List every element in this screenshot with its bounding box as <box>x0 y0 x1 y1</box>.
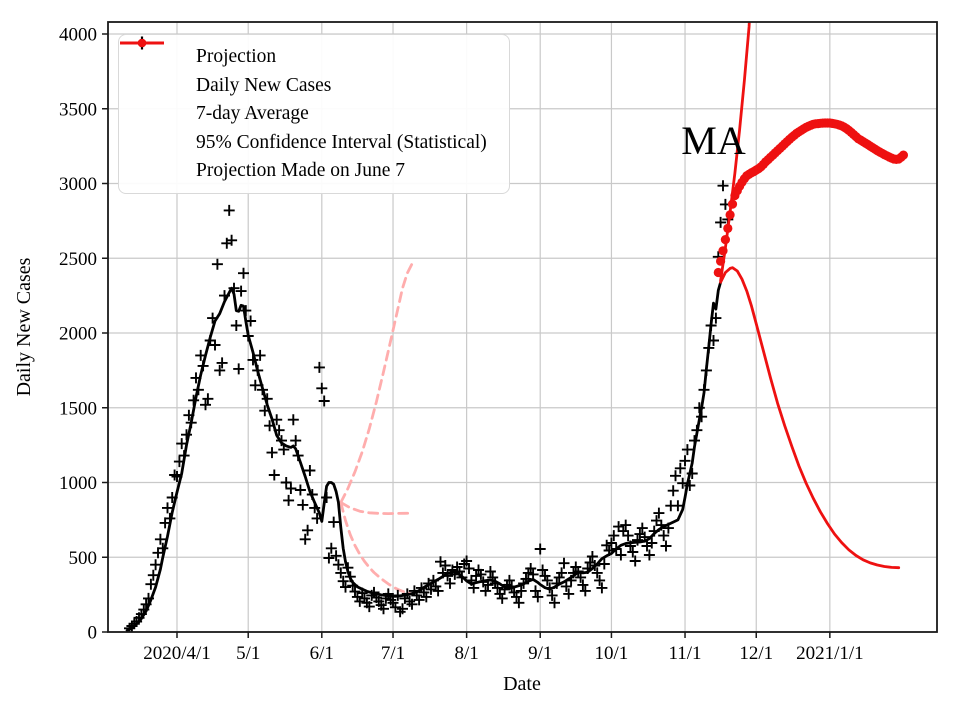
x-tick-label: 5/1 <box>236 643 260 664</box>
annotation-ma: MA <box>681 118 746 163</box>
series-daily_new_cases <box>124 180 734 632</box>
x-tick-label: 12/1 <box>739 643 773 664</box>
legend-label: Projection <box>196 46 277 68</box>
legend-label: 95% Confidence Interval (Statistical) <box>196 131 487 153</box>
series-7_day_average <box>125 280 722 632</box>
legend-item-projection: Projection <box>125 38 499 71</box>
x-tick-label: 7/1 <box>381 643 405 664</box>
y-axis-label: Daily New Cases <box>13 257 35 396</box>
y-tick-label: 1000 <box>59 473 97 494</box>
series-june7_projection_ci_lower <box>339 501 412 595</box>
x-axis-label: Date <box>503 673 541 695</box>
x-tick-label: 11/1 <box>668 643 701 664</box>
y-tick-label: 3500 <box>59 99 97 120</box>
axes-frame: 2020/4/1 5/1 6/1 7/1 8/1 9/1 10/1 11/1 12/1 2021/… <box>59 21 938 664</box>
legend-label: Daily New Cases <box>196 74 332 96</box>
legend: Projection Daily New Cases 7-day Average… <box>118 34 510 194</box>
legend-label: 7-day Average <box>196 103 309 125</box>
series-projection <box>713 118 909 278</box>
y-tick-label: 500 <box>69 548 98 569</box>
legend-item-june7-projection: Projection Made on June 7 <box>120 41 499 185</box>
y-tick-label: 1500 <box>59 398 97 419</box>
legend-item-daily-new-cases: Daily New Cases <box>125 36 499 99</box>
legend-item-confidence-interval: 95% Confidence Interval (Statistical) <box>125 38 499 156</box>
y-tick-label: 3000 <box>59 174 97 195</box>
series-current_ci_lower <box>719 266 901 570</box>
y-tick-label: 2000 <box>59 324 97 345</box>
x-tick-label: 10/1 <box>595 643 629 664</box>
x-tick-label: 9/1 <box>528 643 552 664</box>
x-tick-label: 8/1 <box>454 643 478 664</box>
legend-item-7-day-average: 7-day Average <box>120 41 499 128</box>
x-tick-label: 2020/4/1 <box>143 643 211 664</box>
x-tick-label: 6/1 <box>310 643 334 664</box>
legend-label: Projection Made on June 7 <box>196 160 406 181</box>
gridlines <box>108 22 937 632</box>
y-tick-label: 4000 <box>59 25 97 46</box>
x-tick-label: 2021/1/1 <box>796 643 864 664</box>
y-tick-label: 0 <box>88 623 98 644</box>
series-june7_projection_ci_upper <box>339 258 416 504</box>
series-june7_projection_mean <box>339 501 414 515</box>
y-tick-label: 2500 <box>59 249 97 270</box>
plot-series <box>124 22 909 632</box>
